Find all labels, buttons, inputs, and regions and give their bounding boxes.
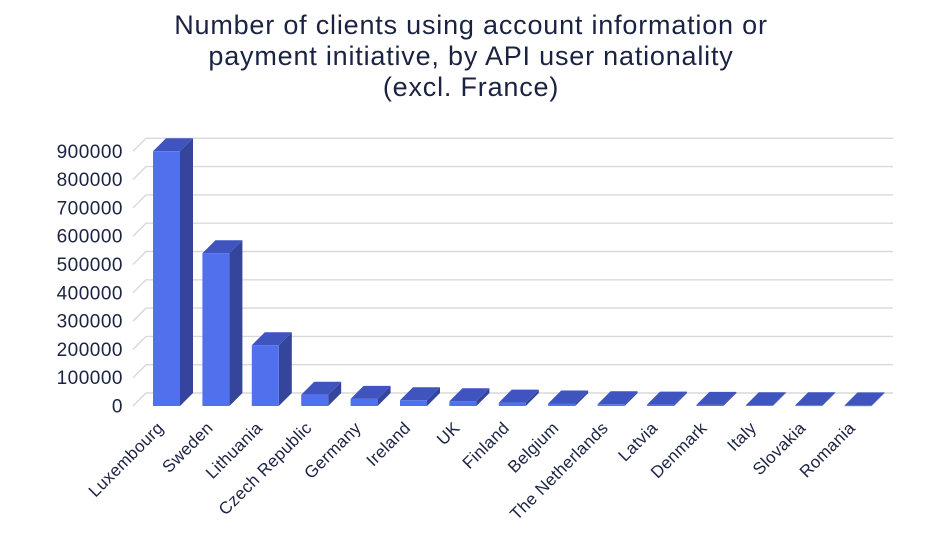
gridline-900000 bbox=[132, 137, 893, 152]
y-tick-label-500000: 500000 bbox=[57, 255, 123, 276]
gridline-600000 bbox=[132, 222, 893, 237]
chart-title-line-3: (excl. France) bbox=[382, 72, 560, 102]
bar-top-face bbox=[795, 392, 836, 406]
bar-side-face bbox=[328, 381, 342, 406]
bar-front-face bbox=[795, 405, 823, 407]
x-label-uk: UK bbox=[433, 418, 464, 449]
bar-front-face bbox=[548, 403, 576, 406]
x-label-italy: Italy bbox=[724, 418, 761, 455]
bar-side-face bbox=[525, 389, 539, 406]
y-tick-label-100000: 100000 bbox=[57, 368, 123, 389]
bar-top-face bbox=[251, 332, 292, 346]
bar-the-netherlands bbox=[597, 391, 638, 406]
gridline-300000 bbox=[132, 307, 893, 322]
bar-side-face bbox=[180, 138, 193, 407]
bar-front-face bbox=[449, 401, 477, 406]
bar-front-face bbox=[400, 400, 427, 406]
bar-lithuania bbox=[251, 332, 292, 406]
bar-top-face bbox=[498, 389, 539, 403]
bar-italy bbox=[745, 392, 786, 406]
bar-side-face bbox=[377, 385, 391, 406]
bar-side-face bbox=[427, 387, 440, 406]
bar-top-face bbox=[301, 381, 342, 395]
gridline-0 bbox=[132, 392, 893, 407]
bar-side-face bbox=[229, 240, 243, 406]
gridline-200000 bbox=[132, 335, 893, 350]
bar-front-face bbox=[647, 404, 674, 406]
bar-top-face bbox=[449, 388, 490, 402]
bar-side-face bbox=[822, 392, 836, 406]
bar-ireland bbox=[400, 387, 440, 406]
bar-front-face bbox=[251, 345, 279, 406]
gridline-800000 bbox=[132, 165, 893, 181]
bar-top-face bbox=[202, 240, 243, 254]
y-tick-label-700000: 700000 bbox=[57, 198, 123, 219]
bar-belgium bbox=[548, 390, 589, 406]
bar-top-face bbox=[350, 385, 391, 399]
y-tick-label-600000: 600000 bbox=[57, 227, 123, 248]
bar-denmark bbox=[696, 391, 737, 406]
bar-side-face bbox=[723, 391, 737, 406]
y-tick-label-300000: 300000 bbox=[57, 312, 123, 333]
bar-top-face bbox=[696, 391, 737, 405]
bar-top-face bbox=[647, 391, 687, 405]
bar-top-face bbox=[745, 392, 786, 406]
bar-top-face bbox=[548, 390, 589, 404]
bar-top-face bbox=[153, 138, 193, 152]
y-tick-label-800000: 800000 bbox=[57, 170, 123, 191]
bar-side-face bbox=[772, 392, 786, 406]
bar-romania bbox=[844, 392, 885, 407]
chart-title: Number of clients using account informat… bbox=[0, 10, 942, 103]
bar-side-face bbox=[476, 388, 490, 406]
gridline-100000 bbox=[132, 364, 893, 379]
bar-side-face bbox=[575, 390, 589, 406]
bar-front-face bbox=[350, 398, 378, 406]
bar-side-face bbox=[624, 391, 638, 406]
bar-top-face bbox=[597, 391, 638, 405]
bar-front-face bbox=[153, 151, 180, 406]
bar-front-face bbox=[844, 405, 872, 407]
bar-front-face bbox=[498, 402, 526, 406]
bar-germany bbox=[350, 385, 391, 406]
y-tick-label-200000: 200000 bbox=[57, 340, 123, 361]
bar-front-face bbox=[696, 404, 724, 406]
bar-uk bbox=[449, 388, 490, 406]
bar-front-face bbox=[202, 253, 230, 406]
y-tick-label-900000: 900000 bbox=[57, 142, 123, 163]
bar-top-face bbox=[844, 392, 885, 406]
x-label-luxembourg: Luxembourg bbox=[85, 418, 167, 500]
bar-front-face bbox=[597, 404, 625, 406]
x-label-ireland: Ireland bbox=[363, 418, 415, 470]
y-tick-label-0: 0 bbox=[112, 397, 123, 418]
x-label-latvia: Latvia bbox=[615, 418, 662, 465]
bar-side-face bbox=[674, 391, 687, 406]
chart-title-line-2: payment initiative, by API user national… bbox=[208, 41, 734, 71]
bar-side-face bbox=[871, 392, 885, 406]
bar-front-face bbox=[745, 405, 773, 406]
bar-front-face bbox=[301, 394, 329, 406]
gridline-400000 bbox=[132, 279, 893, 294]
bar-slovakia bbox=[795, 392, 836, 407]
gridline-500000 bbox=[132, 250, 893, 265]
chart-title-line-1: Number of clients using account informat… bbox=[174, 10, 768, 40]
gridline-700000 bbox=[132, 194, 893, 209]
y-tick-label-400000: 400000 bbox=[57, 283, 123, 304]
bar-sweden bbox=[202, 240, 243, 406]
bar-side-face bbox=[278, 332, 292, 406]
bar-czech-republic bbox=[301, 381, 342, 406]
bar-finland bbox=[498, 389, 539, 406]
bar-luxembourg bbox=[153, 138, 193, 407]
bar-top-face bbox=[400, 387, 440, 401]
bar-latvia bbox=[647, 391, 687, 406]
